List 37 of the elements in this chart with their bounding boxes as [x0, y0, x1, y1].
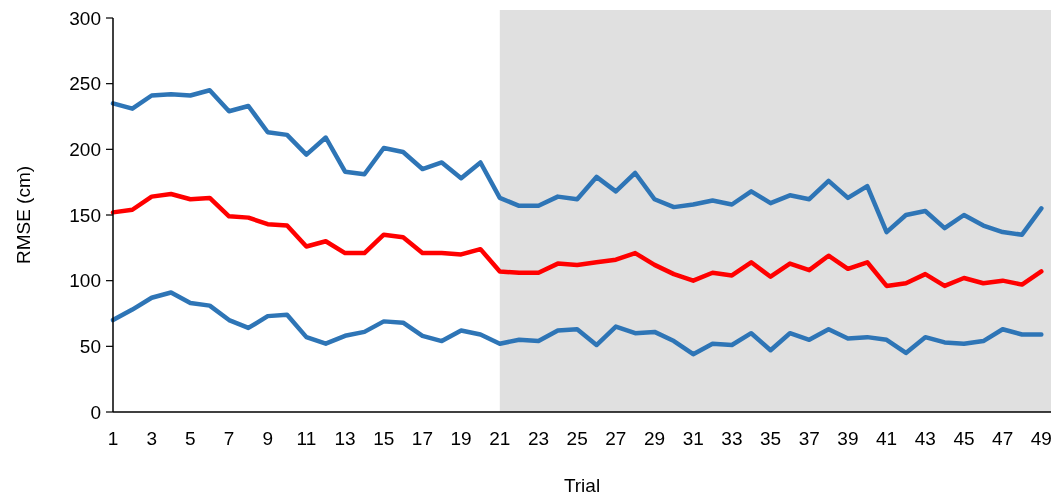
x-tick-label: 9 — [262, 428, 274, 449]
x-tick-label: 15 — [373, 428, 395, 449]
x-tick-label: 35 — [760, 428, 782, 449]
y-tick-label: 50 — [79, 335, 101, 357]
x-tick-label: 7 — [223, 428, 235, 449]
y-tick-label: 250 — [69, 73, 101, 95]
y-tick-label: 200 — [69, 138, 101, 160]
y-tick-label: 100 — [69, 270, 101, 292]
x-tick-label: 17 — [411, 428, 434, 449]
x-tick-label: 11 — [296, 428, 317, 449]
x-tick-label: 27 — [605, 428, 627, 449]
line-series — [110, 290, 1044, 357]
line-series — [110, 191, 1044, 289]
x-tick-label: 49 — [1030, 428, 1051, 449]
x-tick-label: 1 — [107, 428, 119, 449]
x-tick-label: 25 — [566, 428, 588, 449]
line-series — [110, 87, 1044, 237]
x-tick-label: 3 — [146, 428, 157, 449]
y-tick-label: 300 — [69, 7, 101, 29]
x-tick-label: 13 — [334, 428, 356, 449]
x-tick-label: 43 — [914, 428, 936, 449]
x-tick-label: 45 — [953, 428, 975, 449]
x-tick-label: 31 — [682, 428, 704, 449]
x-tick-label: 5 — [185, 428, 196, 449]
y-tick-label: 0 — [90, 401, 101, 423]
x-tick-label: 19 — [450, 428, 472, 449]
x-tick-label: 37 — [798, 428, 820, 449]
x-tick-label: 39 — [837, 428, 859, 449]
x-tick-label: 29 — [643, 428, 666, 449]
x-tick-label: 23 — [527, 428, 550, 449]
y-tick-label: 150 — [69, 204, 101, 226]
x-tick-label: 41 — [876, 428, 898, 449]
x-tick-label: 21 — [489, 428, 511, 449]
y-axis-title: RMSE (cm) — [13, 165, 34, 265]
x-axis-title: Trial — [563, 475, 601, 496]
x-tick-label: 33 — [721, 428, 743, 449]
x-tick-label: 47 — [992, 428, 1014, 449]
